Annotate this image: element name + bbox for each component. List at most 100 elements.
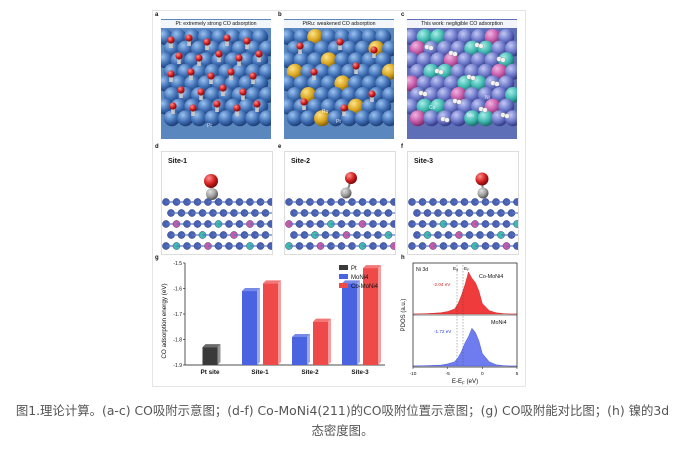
carbon-stick: [169, 75, 173, 82]
co-oxygen: [167, 70, 175, 78]
surface-atom: [231, 40, 248, 57]
surface-atom: [341, 87, 358, 103]
surface-atom: [409, 63, 426, 80]
surface-atom: [348, 98, 364, 115]
hydrogen-atom: [422, 91, 428, 97]
legend-swatch-como: [339, 283, 348, 288]
panel-b-title: PtRu: weakened CO adsorption: [284, 20, 394, 28]
chart-g-category-label: Pt site: [201, 369, 220, 376]
surface-atom: [354, 87, 371, 103]
surface-atom: [382, 110, 394, 127]
surface-atom: [300, 40, 317, 57]
surface-atom: [293, 52, 310, 69]
surface-atom: [314, 63, 330, 80]
surface-atom: [498, 75, 515, 92]
bar-co-moni4-site-3: [363, 268, 378, 365]
co-oxygen: [219, 84, 227, 92]
surface-atom: [314, 40, 330, 57]
surface-atom: [348, 52, 364, 69]
pdos-xtick-label: 0: [481, 371, 484, 377]
surface-atom: [430, 52, 447, 69]
site-1-label: Site-1: [168, 158, 188, 165]
surface-atom: [464, 110, 481, 127]
co-oxygen: [207, 72, 215, 80]
slab-atom: [513, 220, 518, 228]
hydrogen-atom: [504, 113, 510, 119]
surface-atom: [314, 110, 330, 127]
surface-atom: [191, 40, 207, 57]
carbon-stick: [257, 55, 261, 62]
chart-g-ytick-label: -1.9: [173, 363, 182, 369]
panel-b: Ru Pt PtRu: weakened CO adsorption: [284, 19, 394, 139]
hydrogen-atom: [482, 107, 488, 113]
co-oxygen: [352, 62, 360, 70]
bar-top: [242, 288, 260, 292]
slab-atom: [267, 242, 272, 250]
surface-atom: [307, 29, 324, 45]
bar-side: [257, 288, 260, 365]
surface-atom: [416, 98, 433, 115]
mo-sphere-label: Mo: [467, 113, 474, 119]
ni-sphere-label: Ni: [485, 95, 490, 101]
surface-atom: [354, 40, 371, 57]
surface-atom: [341, 40, 358, 57]
surface-atom: [307, 52, 324, 69]
carbon-stick: [302, 103, 306, 110]
surface-atom: [177, 110, 194, 127]
chart-g-category-label: Site-1: [251, 369, 269, 376]
surface-atom: [286, 110, 303, 127]
pdos-upper-area: [412, 271, 517, 315]
surface-atom: [334, 75, 351, 92]
carbon-stick: [338, 43, 342, 50]
surface-atom: [225, 29, 241, 45]
surface-atom: [491, 40, 508, 57]
surface-atom: [191, 63, 207, 80]
surface-atom: [286, 63, 303, 80]
hydrogen-atom: [444, 117, 450, 123]
surface-atom: [320, 98, 337, 115]
chart-g-category-label: Site-3: [351, 369, 369, 376]
pt-surface-illustration: Pt: [161, 19, 271, 139]
surface-atom: [184, 75, 201, 92]
surface-atom: [416, 75, 433, 92]
carbon-stick: [245, 42, 249, 49]
surface-atom: [368, 110, 385, 127]
como-surface-illustration: Co Mo Ni: [407, 19, 517, 139]
carbon-stick: [189, 73, 193, 80]
metal-slab-f: [408, 198, 518, 250]
hydrogen-atom: [438, 69, 444, 75]
surface-atom: [409, 40, 426, 57]
bar-side: [278, 280, 281, 365]
surface-atom: [252, 75, 269, 92]
surface-atom: [163, 110, 180, 127]
marker-ed: Ed: [453, 266, 458, 272]
upper-dband-value: -2.04 eV: [433, 282, 451, 287]
carbon-stick: [217, 55, 221, 62]
panel-f-letter: f: [401, 144, 403, 150]
surface-atom: [231, 63, 248, 80]
surface-atom: [430, 75, 447, 92]
surface-atom: [409, 110, 426, 127]
chart-g-ylabel: CO adsorption energy (eV): [161, 283, 168, 358]
co-oxygen: [189, 104, 197, 112]
co-oxygen: [167, 36, 175, 44]
panel-c-letter: c: [401, 12, 405, 18]
surface-atom: [443, 75, 460, 92]
panel-b-letter: b: [278, 12, 282, 18]
carbon-atom-d: [206, 188, 218, 200]
carbon-stick: [187, 39, 191, 46]
panel-d-letter: d: [155, 144, 159, 150]
carbon-stick: [209, 77, 213, 84]
surface-atom: [498, 52, 515, 69]
carbon-stick: [205, 43, 209, 50]
carbon-stick: [255, 105, 259, 112]
surface-atom: [437, 63, 453, 80]
panel-g-letter: g: [155, 255, 159, 261]
carbon-stick: [221, 89, 225, 96]
co-oxygen: [175, 52, 183, 60]
surface-atom: [320, 29, 337, 45]
surface-atom: [430, 98, 447, 115]
surface-atom: [375, 98, 392, 115]
surface-atom: [225, 75, 241, 92]
surface-atom: [334, 52, 351, 69]
